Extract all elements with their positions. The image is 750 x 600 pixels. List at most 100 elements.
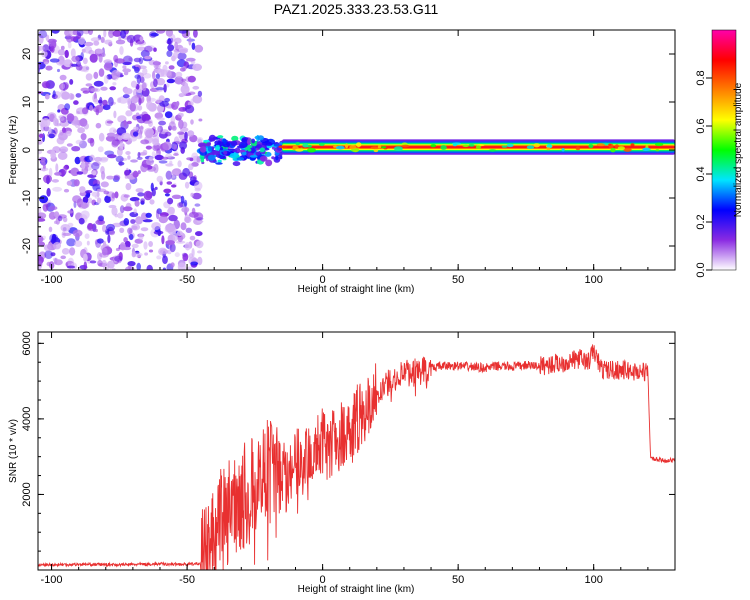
noise-blob <box>66 143 73 147</box>
noise-blob <box>52 90 56 98</box>
noise-blob <box>41 50 48 58</box>
transition-blob <box>223 150 228 155</box>
noise-blob <box>64 103 71 111</box>
noise-blob <box>177 52 187 61</box>
colorbar-ticks: 0.0 0.2 0.4 0.6 0.8 <box>695 70 712 278</box>
noise-blob <box>51 234 57 243</box>
noise-blob <box>181 121 188 129</box>
carrier-spot <box>596 143 605 147</box>
noise-blob <box>57 109 61 113</box>
transition-blob <box>257 135 265 141</box>
noise-blob <box>85 73 93 81</box>
noise-blob <box>76 171 84 175</box>
noise-blob <box>171 194 182 199</box>
noise-blob <box>151 222 162 231</box>
x-tick-label: -50 <box>179 574 195 586</box>
transition-blob <box>259 147 266 153</box>
noise-blob <box>98 99 103 104</box>
noise-blob <box>82 65 90 73</box>
carrier-spot <box>526 145 535 149</box>
noise-blob <box>54 220 58 224</box>
noise-blob <box>121 132 131 140</box>
noise-blob <box>44 250 53 259</box>
noise-blob <box>97 259 103 267</box>
noise-blob <box>66 180 73 186</box>
noise-blob <box>138 233 144 241</box>
noise-blob <box>45 65 53 71</box>
x-tick-label: -50 <box>179 274 195 286</box>
carrier-spot <box>630 143 635 147</box>
noise-blob <box>119 242 126 251</box>
noise-blob <box>95 108 100 116</box>
noise-blob <box>120 30 127 39</box>
noise-blob <box>61 248 70 255</box>
noise-blob <box>62 232 72 236</box>
transition-blob <box>215 143 220 150</box>
noise-blob <box>38 63 41 70</box>
transition-blob <box>200 158 205 163</box>
noise-blob <box>184 131 188 141</box>
noise-blob <box>51 179 60 183</box>
noise-blob <box>43 244 52 252</box>
noise-blob <box>137 151 141 158</box>
noise-blob <box>38 218 46 222</box>
noise-blob <box>155 86 164 93</box>
noise-blob <box>175 71 183 78</box>
noise-blob <box>56 137 65 145</box>
carrier-spot <box>501 145 508 148</box>
noise-blob <box>59 146 69 153</box>
noise-blob <box>153 47 157 52</box>
noise-blob <box>196 217 204 221</box>
noise-blob <box>155 98 163 104</box>
transition-blob <box>255 144 262 149</box>
noise-blob <box>122 94 130 99</box>
noise-blob <box>118 161 125 166</box>
noise-blob <box>135 112 140 117</box>
noise-blob <box>88 87 99 92</box>
snr-y-label: SNR (10 * v/v) <box>8 419 19 483</box>
noise-blob <box>162 267 166 270</box>
noise-blob <box>136 40 147 46</box>
noise-blob <box>144 252 149 256</box>
noise-blob <box>197 250 203 254</box>
carrier-spot <box>349 145 357 150</box>
noise-blob <box>49 233 59 243</box>
noise-blob <box>187 75 196 83</box>
transition-blob <box>255 151 261 156</box>
noise-blob <box>165 61 169 65</box>
chart-title: PAZ1.2025.333.23.53.G11 <box>274 1 439 17</box>
noise-blob <box>195 240 204 249</box>
noise-blob <box>113 110 117 119</box>
transition-blob <box>207 154 216 161</box>
noise-blob <box>111 192 116 199</box>
colorbar-tick-label: 0.4 <box>695 166 707 181</box>
noise-blob <box>83 122 89 130</box>
noise-blob <box>89 105 94 112</box>
noise-blob <box>140 76 145 84</box>
noise-blob <box>166 78 175 84</box>
noise-blob <box>133 89 138 97</box>
noise-blob <box>164 193 170 197</box>
noise-blob <box>165 153 173 159</box>
noise-blob <box>104 39 113 45</box>
noise-blob <box>42 44 50 52</box>
carrier-spot <box>468 144 475 147</box>
noise-blob <box>172 232 178 242</box>
noise-blob <box>71 63 78 67</box>
noise-blob <box>190 261 199 266</box>
noise-blob <box>107 234 111 244</box>
noise-blob <box>165 163 174 167</box>
noise-blob <box>164 131 172 137</box>
noise-blob <box>41 168 46 172</box>
noise-blob <box>197 90 203 97</box>
noise-blob <box>119 227 125 233</box>
noise-blob <box>154 154 164 161</box>
carrier-spot <box>546 147 551 151</box>
noise-blob <box>62 127 66 133</box>
noise-blob <box>194 44 204 53</box>
noise-blob <box>97 146 104 153</box>
transition-blob <box>230 140 238 147</box>
noise-blob <box>191 42 196 50</box>
noise-blob <box>81 48 86 53</box>
noise-blob <box>66 130 72 137</box>
